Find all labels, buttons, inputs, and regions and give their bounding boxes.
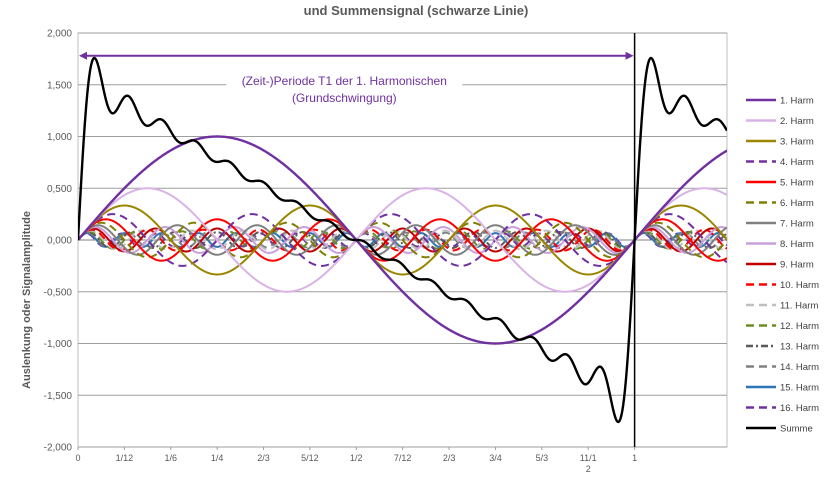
series-line-summe <box>78 56 727 424</box>
annotation-background <box>226 73 463 110</box>
legend-label: 2. Harm <box>780 116 814 127</box>
period-arrow-head-left <box>79 51 87 60</box>
series-group <box>78 56 727 424</box>
y-tick-label: -0,500 <box>44 287 73 298</box>
legend-label: 9. Harm <box>780 260 814 271</box>
y-axis-label-group: Auslenkung oder Signalamplitude <box>21 211 33 389</box>
x-tick-label: 2/3 <box>443 453 456 463</box>
y-tick-label: 1,500 <box>47 80 72 91</box>
chart-title: und Summensignal (schwarze Linie) <box>304 3 529 18</box>
x-tick-label: 1 <box>632 453 637 463</box>
series-line-9-harm <box>78 227 727 253</box>
period-arrow-head-right <box>625 51 634 60</box>
x-tick-label: 5/3 <box>536 453 549 463</box>
legend-label: 1. Harm <box>780 96 814 107</box>
x-tick-label: 1/6 <box>165 453 178 463</box>
x-tick-label: 1/2 <box>350 453 363 463</box>
plot-area: 2,000 1,500 1,000 0,500 0,000 -0,500 -1,000 -1,… <box>44 29 728 474</box>
x-tick-label: 11/1 <box>580 453 597 463</box>
legend-label: Summe <box>780 424 813 435</box>
y-tick-label: 0,500 <box>47 184 72 195</box>
y-tick-label: -2,000 <box>44 443 73 454</box>
x-tick-label: 1/12 <box>116 453 134 463</box>
y-tick-label: 1,000 <box>47 132 72 143</box>
annotation-text-line2: (Grundschwingung) <box>292 91 397 105</box>
legend-label: 5. Harm <box>780 178 814 189</box>
x-tick-label: 5/12 <box>301 453 319 463</box>
annotation-text-line1: (Zeit-)Periode T1 der 1. Harmonischen <box>242 74 447 88</box>
legend-label: 6. Harm <box>780 198 814 209</box>
x-tick-label: 7/12 <box>394 453 412 463</box>
series-line-11-harm <box>78 229 727 251</box>
legend-label: 13. Harm <box>780 342 819 353</box>
x-tick-label-line2: 2 <box>586 464 591 474</box>
legend-label: 3. Harm <box>780 137 814 148</box>
legend-label: 11. Harm <box>780 301 818 312</box>
y-tick-label: 0,000 <box>47 236 72 247</box>
y-axis-label: Auslenkung oder Signalamplitude <box>21 211 33 389</box>
legend-label: 15. Harm <box>780 383 819 394</box>
legend-label: 7. Harm <box>780 219 814 230</box>
y-tick-label: -1,500 <box>44 391 73 402</box>
x-tick-label: 2/3 <box>257 453 270 463</box>
legend-label: 14. Harm <box>780 362 819 373</box>
legend-label: 8. Harm <box>780 239 814 250</box>
legend-label: 16. Harm <box>780 403 819 414</box>
series-line-13-harm <box>78 231 727 249</box>
series-line-10-harm <box>78 228 727 252</box>
x-tick-label: 1/4 <box>211 453 224 463</box>
legend-label: 4. Harm <box>780 157 814 168</box>
legend: 1. Harm 2. Harm 3. Harm 4. Harm 5. Harm 6. Ha… <box>746 96 819 435</box>
legend-label: 10. Harm <box>780 280 819 291</box>
y-tick-label: 2,000 <box>47 29 72 40</box>
legend-label: 12. Harm <box>780 321 819 332</box>
x-tick-label: 3/4 <box>489 453 502 463</box>
y-tick-label: -1,000 <box>44 339 73 350</box>
x-tick-label: 0 <box>75 453 80 463</box>
